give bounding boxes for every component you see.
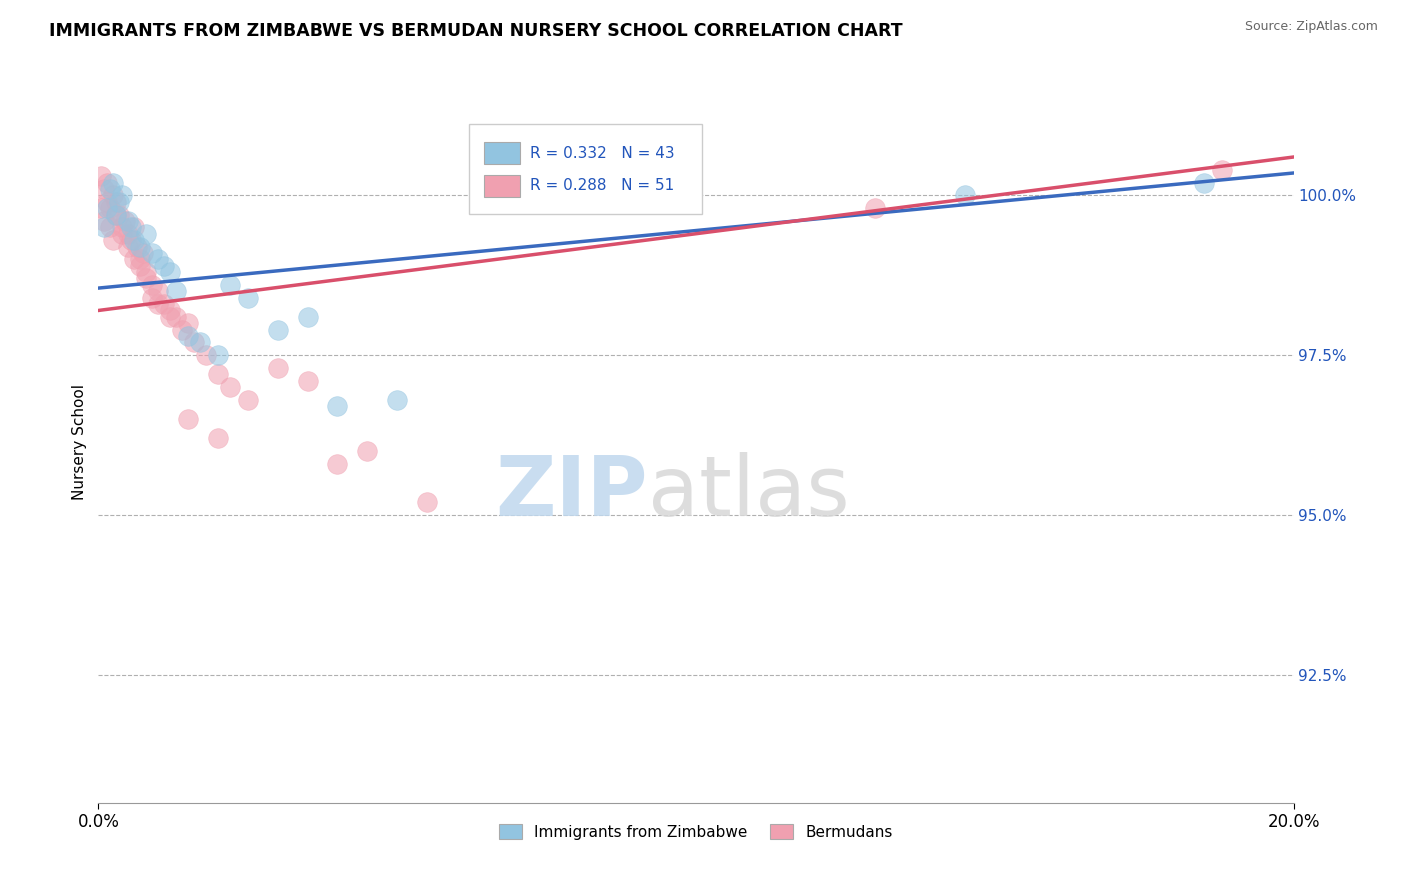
Point [219, 277, 242, 292]
Text: atlas: atlas [648, 451, 849, 533]
Point [90, 169, 112, 184]
Point [114, 214, 136, 228]
Point [148, 285, 170, 299]
Point [105, 208, 128, 222]
Point [219, 380, 242, 394]
Point [195, 348, 218, 362]
Point [236, 291, 259, 305]
Point [111, 188, 134, 202]
FancyBboxPatch shape [485, 143, 520, 164]
Point [1192, 176, 1215, 190]
Point [153, 297, 176, 311]
Point [111, 220, 134, 235]
Point [326, 400, 349, 414]
Point [183, 335, 205, 350]
Point [135, 227, 157, 241]
Point [177, 329, 200, 343]
Point [207, 431, 229, 445]
Point [120, 220, 142, 235]
Point [111, 227, 134, 241]
Point [96, 194, 118, 209]
Point [267, 323, 290, 337]
Point [177, 316, 200, 330]
Point [297, 374, 319, 388]
Point [90, 201, 112, 215]
Point [135, 265, 157, 279]
Text: R = 0.332   N = 43: R = 0.332 N = 43 [530, 145, 675, 161]
Point [385, 392, 409, 407]
Point [132, 246, 155, 260]
Point [117, 239, 139, 253]
Legend: Immigrants from Zimbabwe, Bermudans: Immigrants from Zimbabwe, Bermudans [494, 818, 898, 846]
Point [356, 444, 378, 458]
Text: IMMIGRANTS FROM ZIMBABWE VS BERMUDAN NURSERY SCHOOL CORRELATION CHART: IMMIGRANTS FROM ZIMBABWE VS BERMUDAN NUR… [49, 22, 903, 40]
Point [416, 495, 439, 509]
FancyBboxPatch shape [470, 124, 702, 214]
Point [865, 201, 887, 215]
Text: R = 0.288   N = 51: R = 0.288 N = 51 [530, 178, 673, 194]
Point [96, 176, 118, 190]
Text: Source: ZipAtlas.com: Source: ZipAtlas.com [1244, 20, 1378, 33]
Point [236, 392, 259, 407]
Point [98, 201, 122, 215]
Point [141, 246, 163, 260]
Point [159, 303, 181, 318]
Point [153, 259, 176, 273]
Point [124, 220, 146, 235]
Point [129, 252, 152, 267]
Point [159, 310, 181, 324]
Point [207, 348, 229, 362]
Point [93, 220, 115, 235]
Y-axis label: Nursery School: Nursery School [72, 384, 87, 500]
Point [207, 368, 229, 382]
Point [135, 271, 157, 285]
Point [172, 323, 194, 337]
Point [98, 182, 122, 196]
Point [117, 227, 139, 241]
Point [177, 412, 200, 426]
Point [108, 194, 131, 209]
Point [267, 361, 290, 376]
Point [141, 291, 163, 305]
Text: ZIP: ZIP [496, 451, 648, 533]
Point [148, 252, 170, 267]
Point [127, 239, 149, 253]
Point [98, 220, 122, 235]
FancyBboxPatch shape [485, 175, 520, 196]
Point [124, 233, 146, 247]
Point [141, 277, 163, 292]
Point [165, 310, 187, 324]
Point [165, 285, 187, 299]
Point [297, 310, 319, 324]
Point [1211, 162, 1233, 177]
Point [953, 188, 976, 202]
Point [103, 176, 125, 190]
Point [103, 233, 125, 247]
Point [159, 265, 181, 279]
Point [108, 208, 131, 222]
Point [148, 297, 170, 311]
Point [93, 182, 115, 196]
Point [120, 233, 142, 247]
Point [96, 201, 118, 215]
Point [105, 208, 128, 222]
Point [129, 259, 152, 273]
Point [188, 335, 211, 350]
Point [124, 252, 146, 267]
Point [103, 188, 125, 202]
Point [326, 457, 349, 471]
Point [117, 214, 139, 228]
Point [105, 194, 128, 209]
Point [93, 214, 115, 228]
Point [129, 239, 152, 253]
